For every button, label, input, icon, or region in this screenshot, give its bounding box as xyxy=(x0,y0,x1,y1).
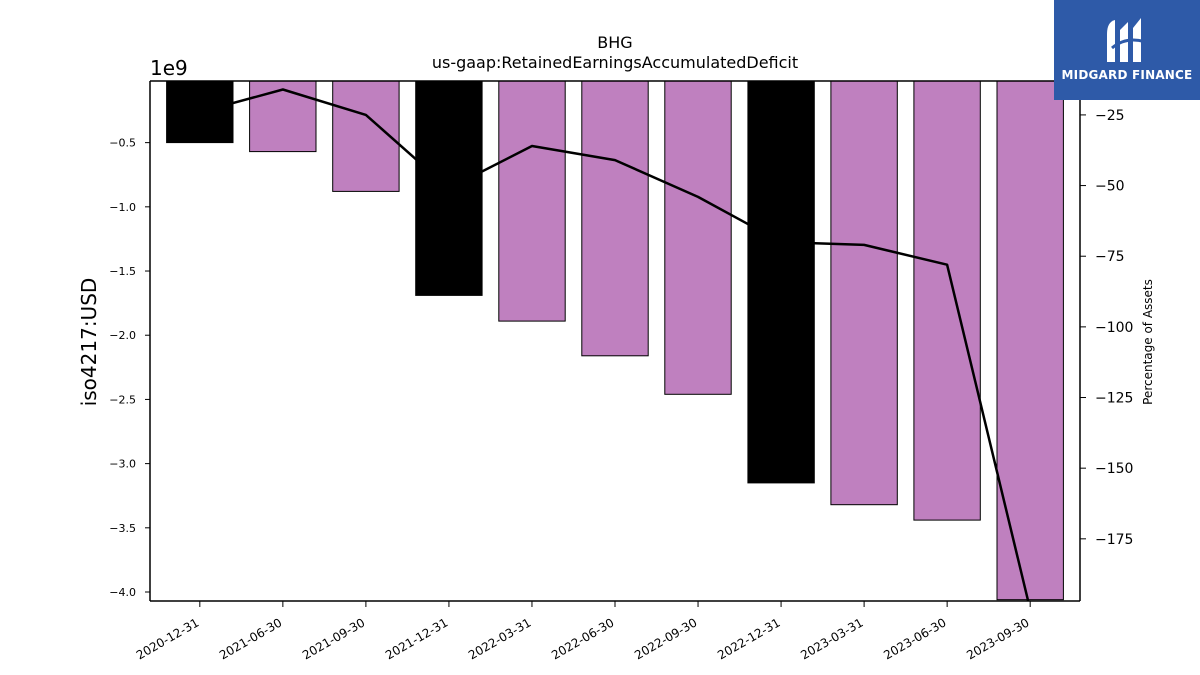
x-tick-label: 2021-12-31 xyxy=(383,615,450,662)
x-tick-label: 2023-03-31 xyxy=(798,615,865,662)
y2-tick-label: −175 xyxy=(1095,532,1133,548)
y2-tick-label: −75 xyxy=(1095,249,1125,265)
x-tick-label: 2023-06-30 xyxy=(881,615,948,662)
line-layer xyxy=(199,88,1030,601)
bar xyxy=(498,81,566,322)
x-tick-label: 2022-06-30 xyxy=(549,615,616,662)
y2-tick-label: −125 xyxy=(1095,391,1133,407)
brand-logo: MIDGARD FINANCE xyxy=(1054,0,1200,100)
y2-tick-label: −150 xyxy=(1095,461,1133,477)
y-tick-label: −4.0 xyxy=(109,586,136,599)
percentage-line xyxy=(199,88,1030,601)
x-tick-label: 2022-03-31 xyxy=(466,615,533,662)
bar xyxy=(913,81,981,521)
y-tick-label: −1.5 xyxy=(109,265,136,278)
bar xyxy=(581,81,649,357)
y2-tick-label: −25 xyxy=(1095,108,1125,124)
bars-group xyxy=(166,81,1064,601)
y-axis-label: iso4217:USD xyxy=(77,278,101,407)
y-tick-label: −0.5 xyxy=(109,137,136,150)
y2-tick-label: −100 xyxy=(1095,320,1133,336)
x-tick-label: 2023-09-30 xyxy=(964,615,1031,662)
y2-tick-label: −50 xyxy=(1095,179,1125,195)
bar xyxy=(830,81,898,506)
y-tick-label: −2.0 xyxy=(109,329,136,342)
brand-name: MIDGARD FINANCE xyxy=(1061,68,1193,82)
bar xyxy=(996,81,1064,601)
y-tick-label: −3.0 xyxy=(109,458,136,471)
bar xyxy=(664,81,732,395)
bar xyxy=(249,81,317,153)
chart-title: BHG xyxy=(597,33,632,52)
x-tick-label: 2022-12-31 xyxy=(715,615,782,662)
bar xyxy=(332,81,400,192)
y-tick-label: −2.5 xyxy=(109,393,136,406)
y-tick-label: −3.5 xyxy=(109,522,136,535)
y-tick-label: −1.0 xyxy=(109,201,136,214)
x-tick-label: 2022-09-30 xyxy=(632,615,699,662)
midgard-m-icon xyxy=(1107,18,1147,62)
x-tick-label: 2021-06-30 xyxy=(217,615,284,662)
y2-axis-label: Percentage of Assets xyxy=(1141,279,1155,405)
x-tick-label: 2021-09-30 xyxy=(300,615,367,662)
bar xyxy=(747,81,815,484)
y-offset-label: 1e9 xyxy=(150,56,188,80)
chart-subtitle: us-gaap:RetainedEarningsAccumulatedDefic… xyxy=(432,53,798,72)
x-tick-label: 2020-12-31 xyxy=(134,615,201,662)
